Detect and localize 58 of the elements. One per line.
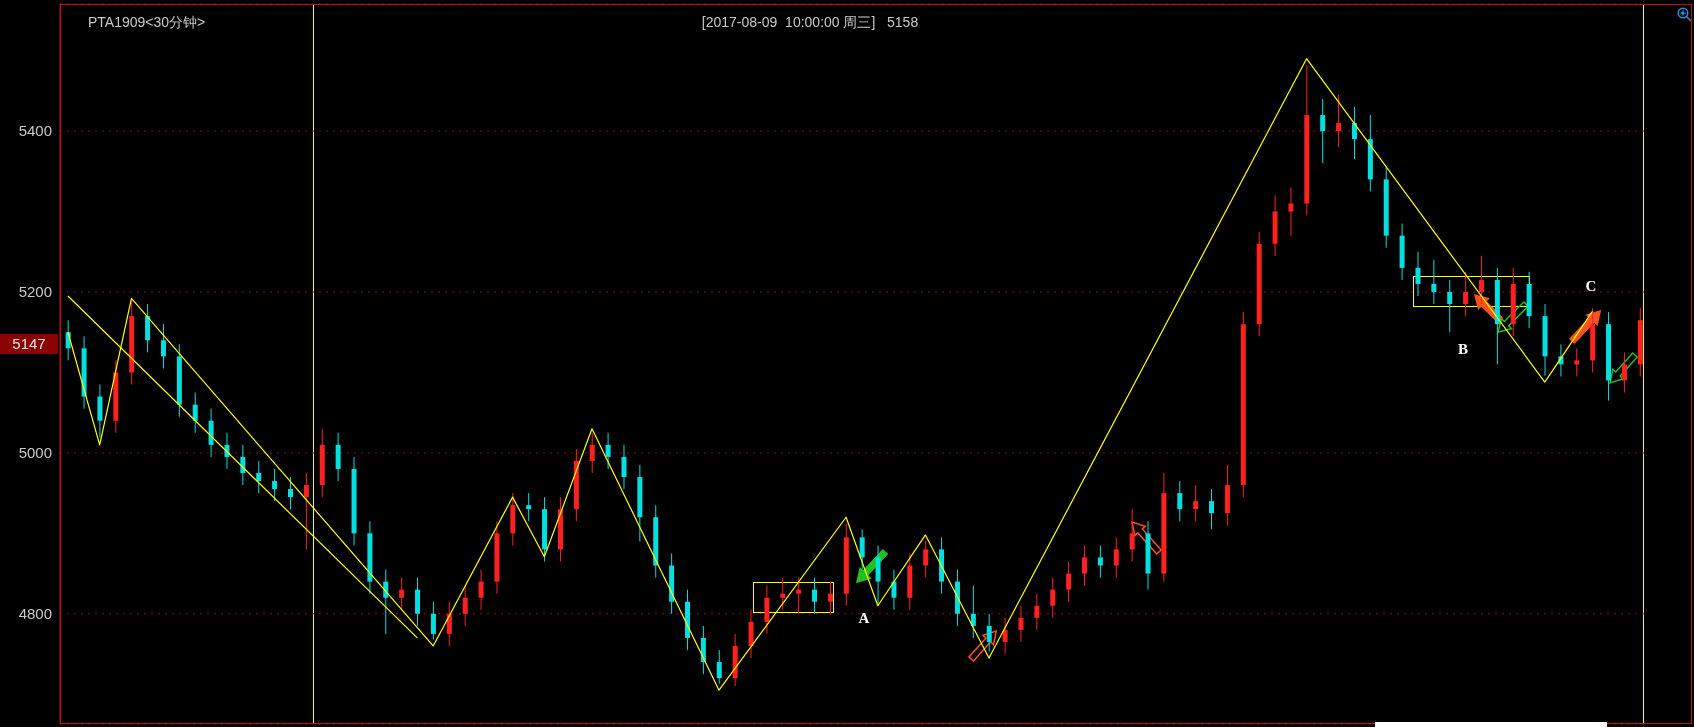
candlestick (1463, 271, 1469, 317)
candlestick (1431, 259, 1437, 305)
candlestick (256, 460, 262, 494)
annotation: A (857, 610, 871, 627)
candlestick (192, 392, 198, 434)
candlestick (1574, 347, 1580, 377)
candlestick (1447, 279, 1453, 333)
candlestick (1621, 351, 1627, 394)
candlestick (812, 577, 818, 615)
candlestick (478, 569, 484, 611)
candlestick (462, 585, 468, 627)
candlestick (1479, 255, 1484, 305)
candlestick (1288, 186, 1294, 237)
candlestick (986, 613, 992, 653)
candlestick (1129, 508, 1135, 562)
candlestick (1209, 488, 1215, 530)
candlestick (1097, 544, 1103, 579)
candlestick (716, 649, 722, 685)
text: 5147 (0, 334, 58, 354)
candlestick (1336, 94, 1342, 148)
candlestick (796, 577, 802, 615)
y-tick-label: 5000 (18, 444, 52, 462)
candlestick (272, 468, 278, 502)
candlestick (1066, 561, 1072, 603)
candlestick (399, 577, 405, 611)
candlestick (526, 492, 532, 522)
candlestick (923, 540, 929, 579)
candlestick (1002, 617, 1008, 655)
candlestick (1082, 544, 1087, 587)
candlestick (1113, 536, 1119, 579)
text: PTA1909<30分钟> (88, 14, 206, 32)
y-tick-label: 5200 (18, 283, 52, 301)
y-tick-label: 5400 (18, 122, 52, 140)
candlestick (891, 569, 897, 611)
candlestick (1320, 98, 1326, 164)
candlestick (970, 585, 976, 639)
candlestick (1177, 480, 1183, 522)
candlestick (288, 476, 293, 510)
text: [2017-08-09 10:00:00 周三] 5158 (700, 14, 920, 32)
candlestick (1193, 484, 1199, 522)
candlestick (589, 432, 595, 474)
candlestick (859, 528, 865, 571)
candlestick (621, 444, 627, 490)
candlestick (1415, 251, 1421, 297)
candlestick (160, 323, 166, 369)
candlestick (1018, 605, 1024, 643)
candlestick (605, 432, 611, 470)
candlestick (1034, 593, 1040, 631)
candlestick (827, 581, 833, 615)
candlestick (303, 472, 309, 550)
annotation: B (1457, 341, 1469, 358)
annotation: C (1584, 278, 1598, 295)
candlestick (1351, 106, 1357, 160)
candlestick (780, 577, 786, 611)
candlestick (1050, 577, 1056, 619)
y-tick-label: 4800 (18, 605, 52, 623)
candlestick (430, 601, 436, 641)
candlestick (446, 601, 452, 647)
